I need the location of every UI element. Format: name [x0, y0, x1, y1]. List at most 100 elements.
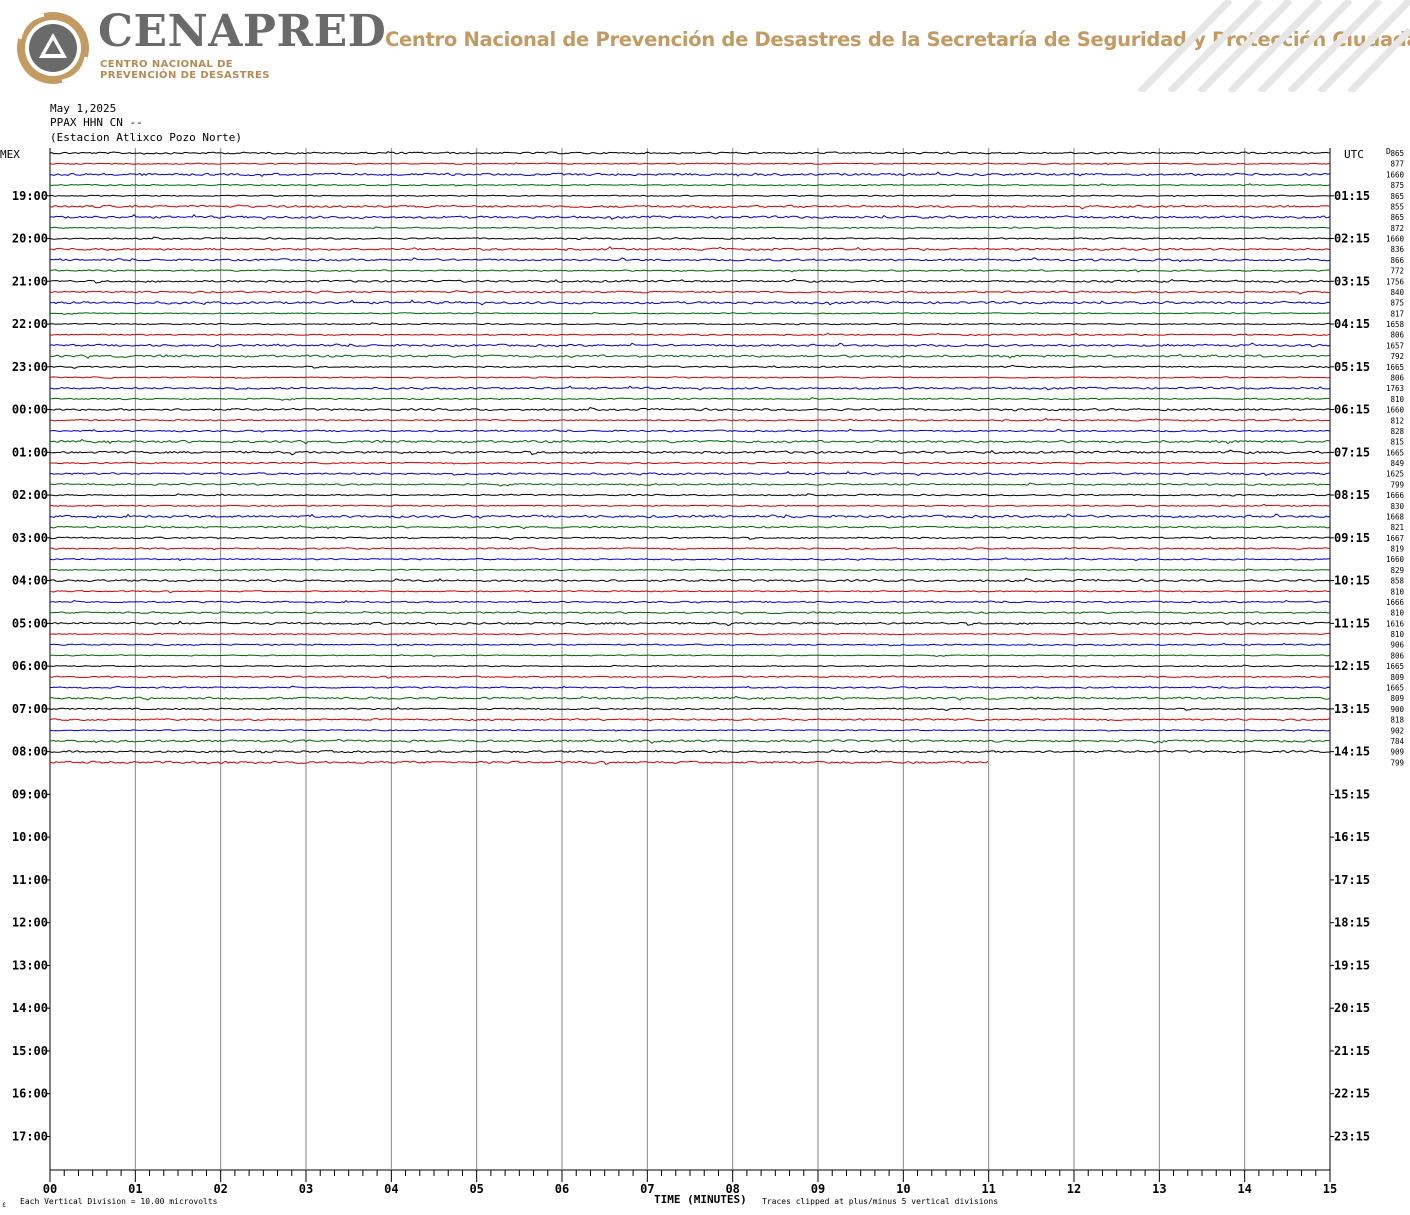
trace-value-label: 812 — [1390, 416, 1404, 425]
trace-value-label: 829 — [1390, 566, 1404, 575]
left-hour-label: 22:00 — [12, 317, 48, 331]
right-hour-label: 07:15 — [1334, 445, 1370, 459]
seismic-trace — [49, 204, 1331, 210]
right-hour-label: 01:15 — [1334, 189, 1370, 203]
left-hour-label: 12:00 — [12, 916, 48, 930]
seismic-trace — [49, 729, 1331, 732]
seismic-trace — [49, 620, 1331, 627]
x-tick-label: 03 — [299, 1182, 313, 1196]
organization-title: Centro Nacional de Prevención de Desastr… — [385, 28, 1410, 51]
right-hour-label: 04:15 — [1334, 317, 1370, 331]
seismic-trace — [49, 547, 1331, 551]
trace-value-label: 810 — [1390, 609, 1404, 618]
x-tick-label: 11 — [981, 1182, 995, 1196]
seismic-trace — [49, 171, 1331, 177]
right-hour-label: 23:15 — [1334, 1129, 1370, 1143]
left-hour-label: 17:00 — [12, 1129, 48, 1143]
left-hour-label: 23:00 — [12, 360, 48, 374]
seismic-trace — [49, 278, 1331, 284]
seismic-trace — [49, 257, 1331, 263]
trace-value-label: 819 — [1390, 545, 1404, 554]
seismic-trace — [49, 503, 1331, 508]
trace-value-label: 809 — [1390, 673, 1404, 682]
trace-value-label: 1667 — [1386, 534, 1404, 543]
seismic-trace — [50, 438, 1331, 445]
seismic-trace — [49, 557, 1331, 562]
trace-value-label: 855 — [1390, 202, 1404, 211]
clipping-note: Traces clipped at plus/minus 5 vertical … — [762, 1197, 998, 1206]
seismic-trace — [49, 632, 1331, 636]
trace-value-label: 865 — [1390, 213, 1404, 222]
seismic-trace — [49, 482, 1331, 487]
right-hour-label: 11:15 — [1334, 616, 1370, 630]
seismic-trace — [49, 162, 1331, 166]
trace-value-label: 1625 — [1386, 470, 1404, 479]
seismic-trace — [49, 397, 1331, 401]
left-hour-label: 03:00 — [12, 531, 48, 545]
seismic-trace — [49, 642, 1331, 647]
seismic-trace — [49, 342, 1331, 348]
trace-value-label: 810 — [1390, 587, 1404, 596]
seismic-trace — [49, 718, 1331, 722]
trace-value-label: 772 — [1390, 267, 1404, 276]
seismic-trace — [49, 471, 1331, 477]
trace-value-label: 1665 — [1386, 684, 1404, 693]
left-hour-label: 06:00 — [12, 659, 48, 673]
left-hour-label: 05:00 — [12, 616, 48, 630]
left-hour-label: 21:00 — [12, 274, 48, 288]
seismic-trace — [49, 151, 1331, 155]
right-hour-label: 17:15 — [1334, 873, 1370, 887]
trace-value-label: 1658 — [1386, 320, 1405, 329]
trace-value-label: 828 — [1390, 427, 1404, 436]
seismic-trace — [49, 695, 1331, 701]
right-hour-label: 15:15 — [1334, 787, 1370, 801]
trace-value-label: 875 — [1390, 299, 1404, 308]
right-hour-label: 08:15 — [1334, 488, 1370, 502]
left-hour-label: 15:00 — [12, 1044, 48, 1058]
left-hour-label: 13:00 — [12, 958, 48, 972]
right-hour-label: 18:15 — [1334, 916, 1370, 930]
left-hour-label: 04:00 — [12, 574, 48, 588]
trace-value-label: 875 — [1390, 181, 1404, 190]
trace-value-label: 866 — [1390, 256, 1404, 265]
x-tick-label: 15 — [1323, 1182, 1337, 1196]
trace-value-label: 821 — [1390, 523, 1404, 532]
trace-value-label: 1657 — [1386, 341, 1404, 350]
trace-value-label: 849 — [1390, 459, 1404, 468]
left-hour-label: 08:00 — [12, 745, 48, 759]
x-tick-label: 02 — [213, 1182, 227, 1196]
right-hour-label: 06:15 — [1334, 403, 1370, 417]
seismic-trace — [49, 194, 1330, 198]
left-hour-label: 09:00 — [12, 787, 48, 801]
seismic-trace — [49, 376, 1331, 379]
trace-value-label: 1666 — [1386, 491, 1405, 500]
seismic-trace — [49, 610, 1331, 615]
seismic-trace — [49, 246, 1331, 252]
x-tick-label: 00 — [43, 1182, 57, 1196]
trace-value-label: 809 — [1390, 694, 1404, 703]
trace-value-label: 792 — [1390, 352, 1404, 361]
seismic-trace — [49, 332, 1331, 337]
seismic-trace — [49, 664, 1331, 668]
trace-value-label: 806 — [1390, 331, 1404, 340]
trace-value-label: 784 — [1390, 737, 1404, 746]
seismic-trace — [49, 706, 1331, 712]
x-tick-label: 09 — [811, 1182, 825, 1196]
trace-value-label: 836 — [1390, 245, 1404, 254]
left-hour-label: 19:00 — [12, 189, 48, 203]
trace-value-label: 806 — [1390, 651, 1404, 660]
right-hour-label: 19:15 — [1334, 958, 1370, 972]
trace-value-label: 1660 — [1386, 235, 1405, 244]
trace-value-label: 806 — [1390, 373, 1404, 382]
trace-value-label: 902 — [1390, 726, 1404, 735]
seismic-trace — [49, 749, 1331, 754]
x-tick-label: 12 — [1067, 1182, 1081, 1196]
right-hour-label: 20:15 — [1334, 1001, 1370, 1015]
trace-value-label: 877 — [1390, 160, 1404, 169]
right-hour-label: 05:15 — [1334, 360, 1370, 374]
seismic-trace — [50, 461, 1331, 465]
right-hour-label: 16:15 — [1334, 830, 1370, 844]
left-hour-label: 00:00 — [12, 403, 48, 417]
trace-value-label: 909 — [1390, 748, 1404, 757]
